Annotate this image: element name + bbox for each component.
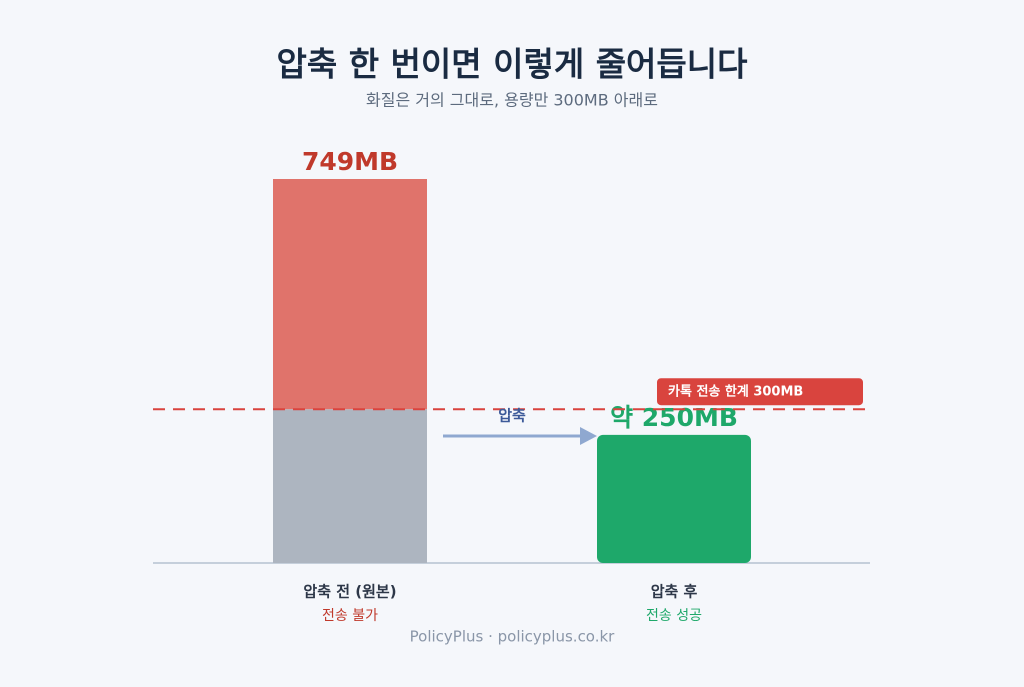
footer: PolicyPlus · policyplus.co.kr (410, 628, 616, 646)
bar-segment-below-limit (273, 409, 427, 563)
category-note: 전송 성공 (646, 608, 702, 624)
arrow-label: 압축 (498, 407, 526, 425)
arrow-head (580, 427, 597, 445)
limit-label: 카톡 전송 한계 300MB (668, 384, 803, 400)
category-note: 전송 불가 (322, 608, 378, 624)
value-label: 749MB (302, 147, 398, 176)
category-label: 압축 전 (원본) (303, 583, 396, 601)
limit-badge (657, 378, 863, 406)
bar (597, 434, 751, 563)
value-label: 약 250MB (610, 403, 738, 432)
chart-title: 압축 한 번이면 이렇게 줄어듭니다 (277, 45, 749, 84)
chart-subtitle: 화질은 거의 그대로, 용량만 300MB 아래로 (366, 91, 658, 110)
category-label: 압축 후 (651, 583, 698, 601)
bar-segment-above-limit (273, 179, 427, 410)
